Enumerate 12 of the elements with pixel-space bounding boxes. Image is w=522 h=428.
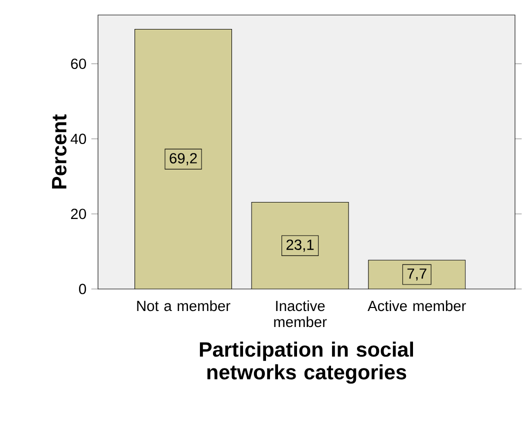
data-label: 69,2 <box>170 153 197 166</box>
x-axis-title: Participation in social networks categories <box>200 342 413 384</box>
x-tick-label: Active member <box>368 300 466 312</box>
data-label: 7,7 <box>407 268 426 281</box>
y-axis-title: Percent <box>52 114 66 189</box>
data-label: 23,1 <box>286 240 314 252</box>
y-tick-label: 60 <box>71 58 86 69</box>
x-tick-label: Not a member <box>137 300 230 312</box>
y-tick-label: 20 <box>71 208 86 220</box>
y-tick-label: 0 <box>79 284 86 294</box>
y-tick-label: 40 <box>70 134 86 144</box>
x-tick-label: Inactive member <box>274 300 327 328</box>
